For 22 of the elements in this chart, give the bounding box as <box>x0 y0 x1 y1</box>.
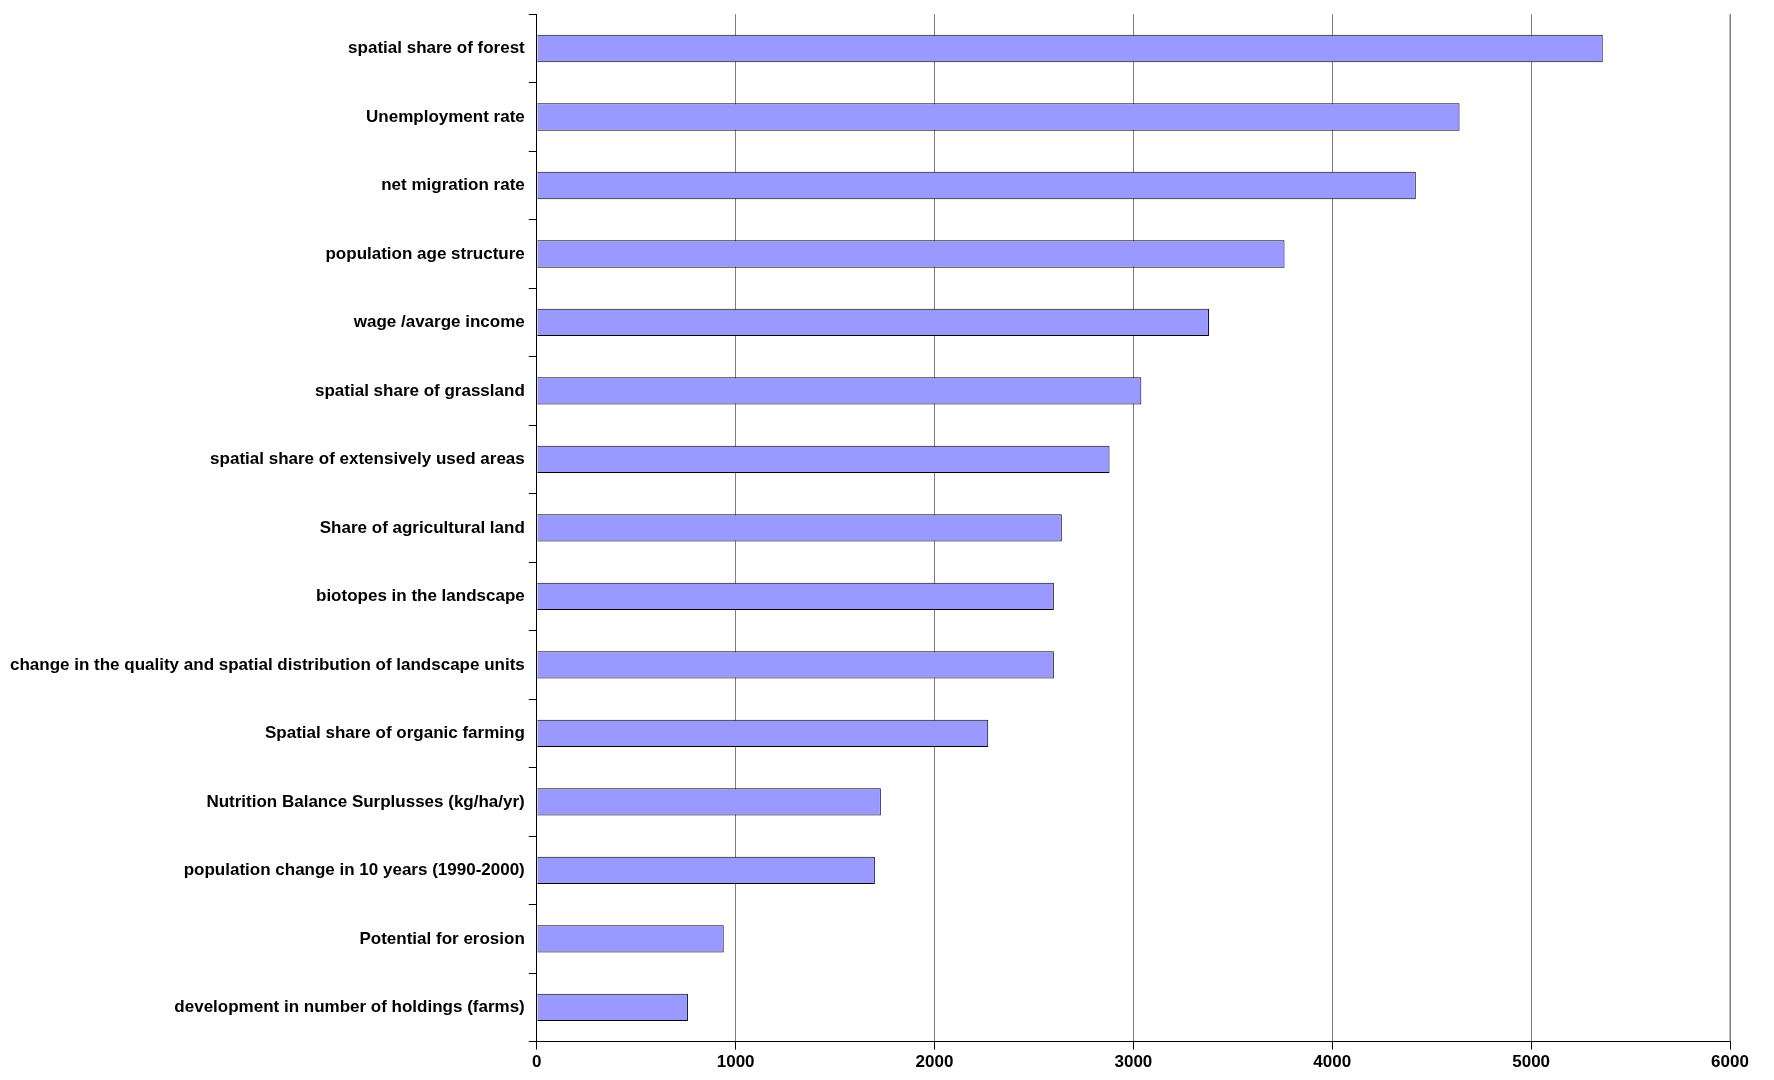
x-tick-label: 2000 <box>915 1052 954 1072</box>
x-tick-label: 0 <box>532 1052 542 1072</box>
x-tick-label: 5000 <box>1512 1052 1551 1072</box>
y-tick-label: population change in 10 years (1990-2000) <box>183 860 525 880</box>
y-tick-label: Spatial share of organic farming <box>265 723 525 743</box>
x-tick-label: 4000 <box>1313 1052 1352 1072</box>
y-tick-label: population age structure <box>325 243 525 263</box>
y-tick-label: wage /avarge income <box>352 312 525 332</box>
y-tick-label: Share of agricultural land <box>319 517 525 537</box>
y-tick-label: spatial share of extensively used areas <box>210 449 525 469</box>
y-tick-label: Unemployment rate <box>366 106 525 126</box>
y-tick-label: spatial share of grassland <box>315 380 525 400</box>
x-tick-label: 3000 <box>1114 1052 1153 1072</box>
y-tick-label: spatial share of forest <box>348 38 526 58</box>
y-tick-label: biotopes in the landscape <box>316 586 525 606</box>
y-tick-label: change in the quality and spatial distribution of landscape units <box>10 654 525 674</box>
y-tick-label: development in number of holdings (farms) <box>174 997 525 1017</box>
y-tick-label: Nutrition Balance Surplusses (kg/ha/yr) <box>206 791 525 811</box>
y-tick-label: net migration rate <box>381 175 525 195</box>
y-tick-label: Potential for erosion <box>359 928 525 948</box>
x-tick-label: 1000 <box>716 1052 755 1072</box>
x-tick-label: 6000 <box>1711 1052 1749 1072</box>
